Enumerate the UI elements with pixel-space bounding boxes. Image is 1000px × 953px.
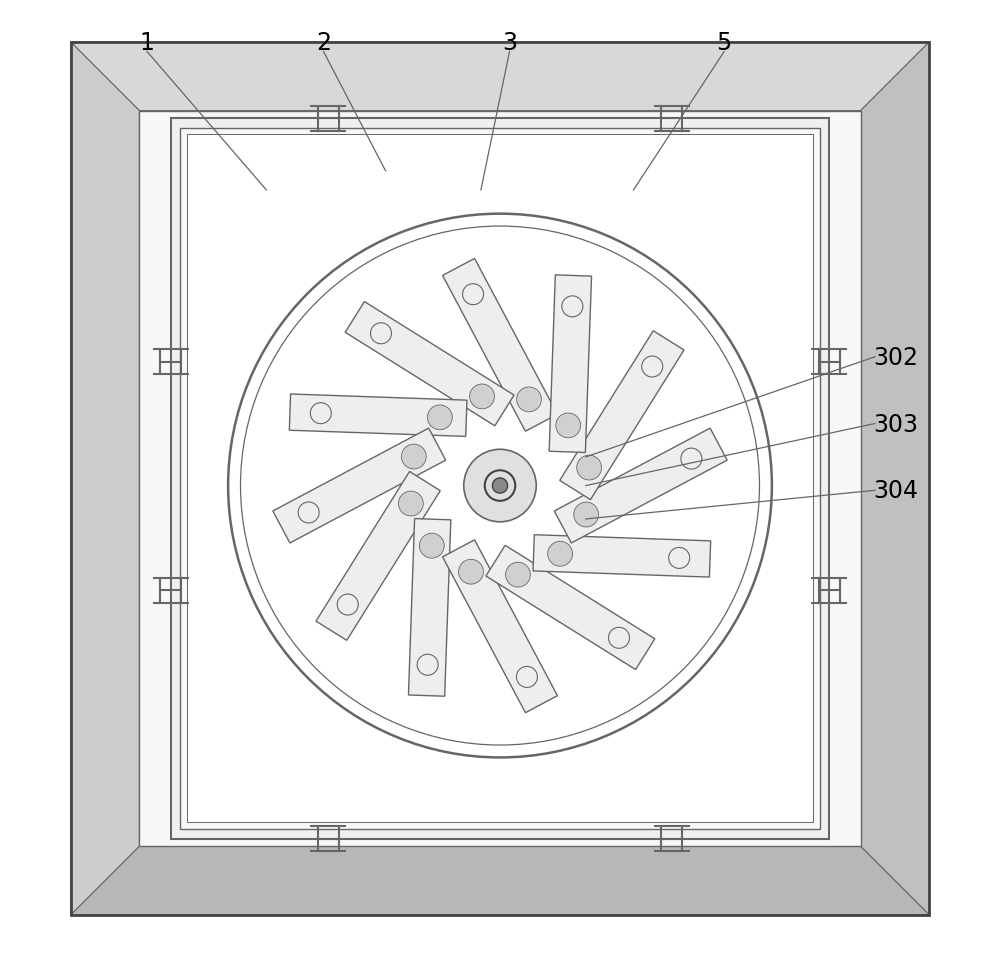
Circle shape bbox=[574, 502, 599, 527]
Circle shape bbox=[459, 559, 483, 584]
Polygon shape bbox=[171, 119, 829, 839]
Polygon shape bbox=[71, 43, 929, 112]
Text: 5: 5 bbox=[717, 30, 732, 55]
Circle shape bbox=[470, 385, 494, 410]
Polygon shape bbox=[139, 112, 861, 846]
Circle shape bbox=[401, 445, 426, 470]
Polygon shape bbox=[443, 259, 557, 432]
Circle shape bbox=[548, 541, 573, 566]
Text: 1: 1 bbox=[140, 30, 154, 55]
Circle shape bbox=[556, 414, 581, 438]
Text: 303: 303 bbox=[873, 412, 918, 436]
Circle shape bbox=[419, 534, 444, 558]
Circle shape bbox=[517, 388, 541, 413]
Circle shape bbox=[492, 478, 508, 494]
Polygon shape bbox=[180, 129, 820, 829]
Circle shape bbox=[398, 492, 423, 517]
Circle shape bbox=[506, 562, 530, 587]
Polygon shape bbox=[273, 429, 446, 543]
Polygon shape bbox=[443, 540, 557, 713]
Text: 302: 302 bbox=[873, 345, 918, 370]
Polygon shape bbox=[345, 302, 514, 426]
Text: 304: 304 bbox=[873, 478, 918, 503]
Text: 3: 3 bbox=[502, 30, 517, 55]
Polygon shape bbox=[549, 275, 592, 453]
Polygon shape bbox=[316, 472, 440, 640]
Circle shape bbox=[427, 406, 452, 431]
Polygon shape bbox=[289, 395, 467, 436]
Polygon shape bbox=[486, 546, 655, 670]
Circle shape bbox=[464, 450, 536, 522]
Polygon shape bbox=[408, 519, 451, 697]
Polygon shape bbox=[71, 43, 139, 915]
Polygon shape bbox=[560, 332, 684, 500]
Polygon shape bbox=[554, 429, 727, 543]
Polygon shape bbox=[71, 846, 929, 915]
Polygon shape bbox=[187, 135, 813, 822]
Circle shape bbox=[577, 456, 602, 480]
Polygon shape bbox=[861, 43, 929, 915]
Text: 2: 2 bbox=[316, 30, 331, 55]
Polygon shape bbox=[533, 536, 711, 578]
